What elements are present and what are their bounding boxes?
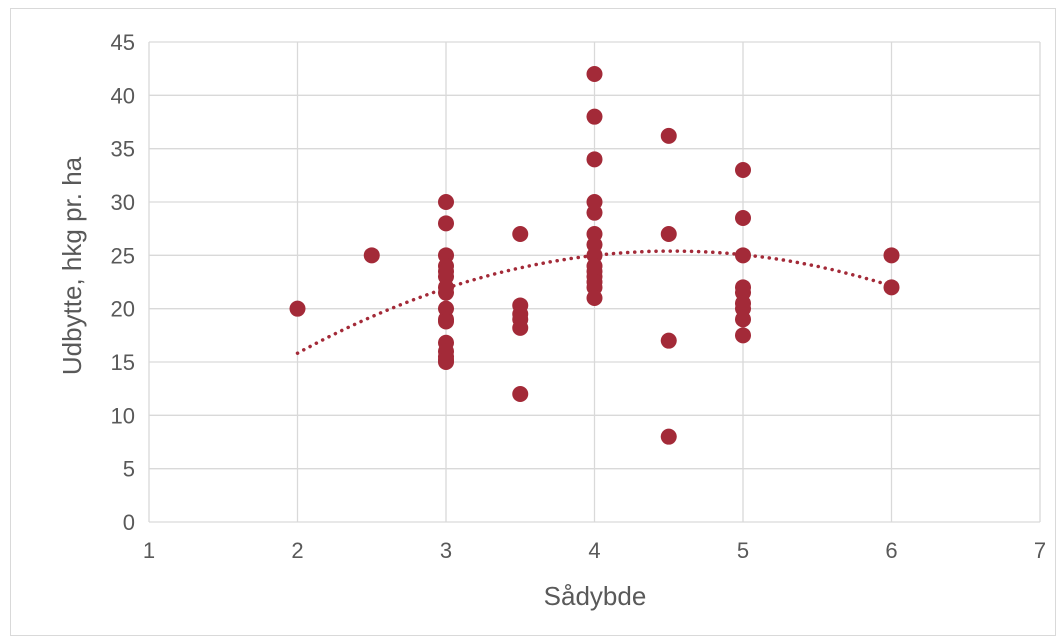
data-point (660, 332, 677, 349)
y-tick-label: 10 (111, 403, 135, 428)
data-point (512, 386, 529, 402)
data-point (512, 226, 529, 242)
data-point (438, 351, 454, 368)
data-point (586, 290, 603, 306)
y-tick-label: 20 (111, 297, 135, 322)
data-point (289, 300, 306, 317)
data-point (586, 204, 603, 221)
x-tick-label: 4 (588, 538, 600, 563)
y-tick-labels: 0 5 10 15 20 25 30 35 40 45 (111, 30, 135, 535)
y-tick-label: 0 (123, 510, 135, 535)
y-tick-label: 40 (111, 83, 135, 108)
y-tick-label: 45 (111, 30, 135, 55)
data-point (883, 279, 900, 296)
data-point (586, 108, 603, 125)
data-point (512, 319, 529, 336)
data-point (586, 66, 603, 82)
data-point (438, 215, 454, 232)
data-point (735, 327, 751, 344)
x-tick-label: 2 (291, 538, 303, 563)
data-point (586, 151, 603, 168)
data-point (660, 226, 677, 242)
x-tick-label: 3 (440, 538, 452, 563)
y-tick-label: 25 (111, 243, 135, 268)
data-point (735, 247, 751, 264)
x-axis-title: Sådybde (544, 581, 647, 611)
y-tick-label: 30 (111, 190, 135, 215)
y-tick-label: 15 (111, 350, 135, 375)
y-tick-label: 5 (123, 457, 135, 482)
data-point (660, 127, 677, 144)
data-point (660, 428, 677, 445)
data-point (363, 247, 380, 264)
x-tick-label: 6 (885, 538, 897, 563)
x-tick-label: 5 (737, 538, 749, 563)
data-point (735, 311, 751, 328)
data-point (735, 210, 751, 226)
data-points (289, 66, 900, 445)
y-axis-title: Udbytte, hkg pr. ha (57, 156, 87, 375)
data-point (438, 284, 454, 301)
x-tick-label: 7 (1034, 538, 1046, 563)
data-point (438, 313, 454, 330)
x-tick-labels: 1 2 3 4 5 6 7 (143, 538, 1046, 563)
data-point (735, 162, 751, 178)
data-point (438, 194, 454, 210)
x-tick-label: 1 (143, 538, 155, 563)
y-tick-label: 35 (111, 137, 135, 162)
data-point (883, 247, 900, 264)
